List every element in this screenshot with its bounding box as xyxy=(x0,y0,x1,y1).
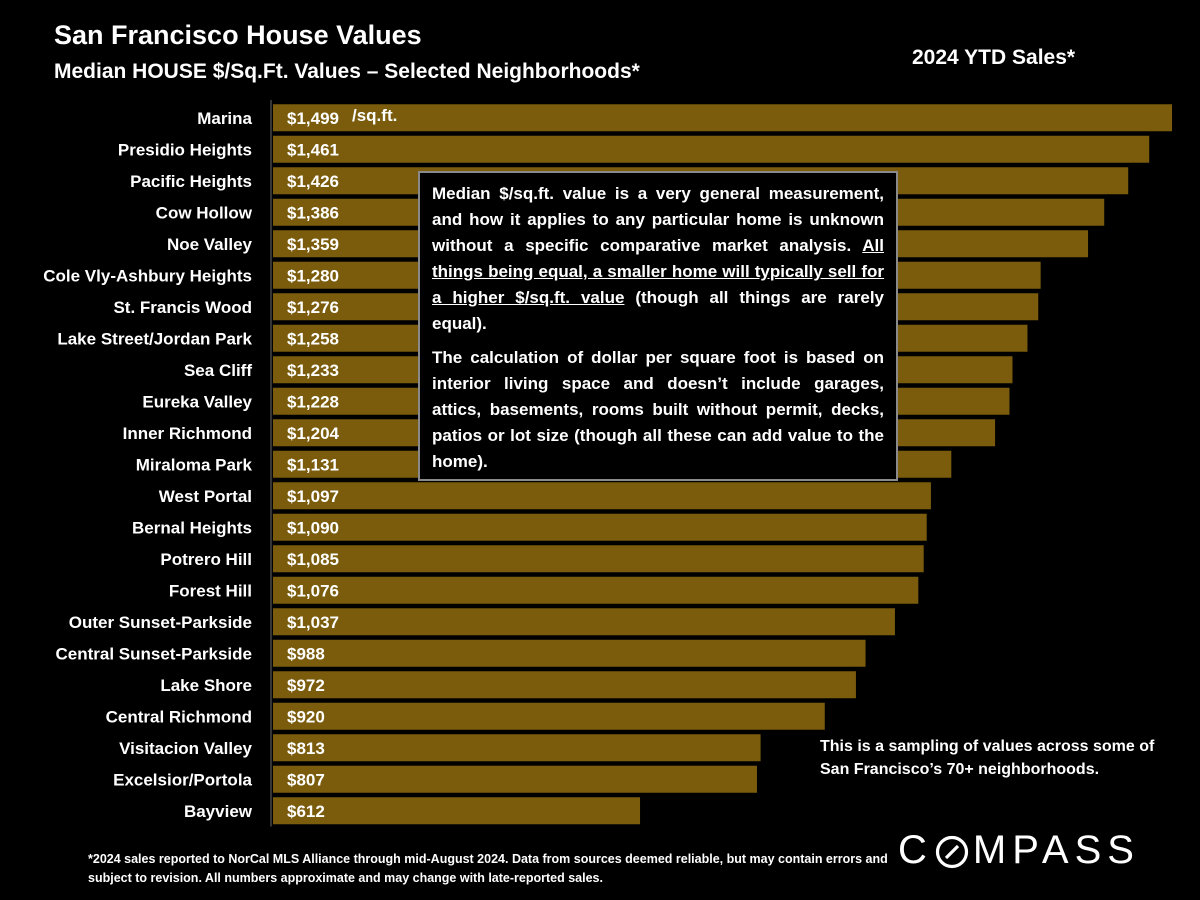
page-title: San Francisco House Values xyxy=(54,20,422,50)
logo-text-left: C xyxy=(898,828,933,872)
value-label: $1,090 xyxy=(287,518,339,537)
labels-layer: Marina $1,499/sq.ft. Presidio Heights $1,46… xyxy=(43,106,397,821)
value-label: $920 xyxy=(287,707,325,726)
bar xyxy=(273,513,927,541)
bar xyxy=(273,545,924,573)
category-label: Lake Shore xyxy=(160,676,252,695)
category-label: Central Richmond xyxy=(106,707,252,726)
bar xyxy=(273,482,931,510)
note-p1-text-a: Median $/sq.ft. value is a very general … xyxy=(432,184,884,255)
value-label: $1,131 xyxy=(287,455,339,474)
bar xyxy=(273,639,866,667)
category-label: Cole Vly-Ashbury Heights xyxy=(43,266,252,285)
category-label: Forest Hill xyxy=(169,581,252,600)
category-label: Bernal Heights xyxy=(132,518,252,537)
bar xyxy=(273,671,856,699)
value-label: $1,085 xyxy=(287,550,339,569)
note-p1-underlined: All things being equal, a smaller home w… xyxy=(432,236,884,307)
value-label: $1,037 xyxy=(287,613,339,632)
category-label: Miraloma Park xyxy=(136,455,253,474)
category-label: Visitacion Valley xyxy=(119,739,252,758)
value-label: $988 xyxy=(287,644,325,663)
category-label: Excelsior/Portola xyxy=(113,770,252,789)
compass-o-icon xyxy=(935,834,969,868)
value-label: $813 xyxy=(287,739,325,758)
value-label: $1,228 xyxy=(287,392,339,411)
category-label: Pacific Heights xyxy=(130,172,252,191)
disclaimer-note-box: Median $/sq.ft. value is a very general … xyxy=(418,171,898,481)
compass-logo: C MPASS xyxy=(898,828,1140,873)
bar xyxy=(273,734,761,762)
bar xyxy=(273,576,919,604)
value-label: $1,386 xyxy=(287,203,339,222)
value-label: $612 xyxy=(287,802,325,821)
note-p1-text-b: (though all things are rarely equal). xyxy=(432,288,884,333)
value-label: $1,280 xyxy=(287,266,339,285)
bar xyxy=(273,797,641,825)
sampling-note: This is a sampling of values across some… xyxy=(820,738,1155,778)
value-label: $1,097 xyxy=(287,487,339,506)
footnote: *2024 sales reported to NorCal MLS Allia… xyxy=(88,852,888,885)
bar xyxy=(273,765,757,793)
bar xyxy=(273,702,825,730)
category-label: Bayview xyxy=(184,802,253,821)
category-label: Central Sunset-Parkside xyxy=(55,644,252,663)
category-label: Outer Sunset-Parkside xyxy=(69,613,252,632)
category-label: St. Francis Wood xyxy=(113,298,252,317)
category-label: Noe Valley xyxy=(167,235,253,254)
value-label: $1,426 xyxy=(287,172,339,191)
value-label: $1,076 xyxy=(287,581,339,600)
page-subtitle: Median HOUSE $/Sq.Ft. Values – Selected … xyxy=(54,60,640,83)
value-label: $807 xyxy=(287,770,325,789)
bar xyxy=(273,608,895,636)
unit-label: /sq.ft. xyxy=(352,106,397,125)
category-label: Cow Hollow xyxy=(156,203,253,222)
category-label: Presidio Heights xyxy=(118,140,252,159)
category-label: Sea Cliff xyxy=(184,361,252,380)
note-paragraph-1: Median $/sq.ft. value is a very general … xyxy=(432,181,884,337)
value-label: $972 xyxy=(287,676,325,695)
category-label: Inner Richmond xyxy=(123,424,252,443)
value-label: $1,233 xyxy=(287,361,339,380)
period-label: 2024 YTD Sales* xyxy=(912,46,1076,69)
value-label: $1,276 xyxy=(287,298,339,317)
bar xyxy=(273,135,1150,163)
category-label: Marina xyxy=(197,109,252,128)
value-label: $1,204 xyxy=(287,424,340,443)
category-label: Potrero Hill xyxy=(160,550,252,569)
category-label: Lake Street/Jordan Park xyxy=(57,329,252,348)
category-label: West Portal xyxy=(159,487,252,506)
category-label: Eureka Valley xyxy=(142,392,252,411)
value-label: $1,499 xyxy=(287,109,339,128)
value-label: $1,461 xyxy=(287,140,339,159)
note-paragraph-2: The calculation of dollar per square foo… xyxy=(432,348,884,471)
logo-text-right: MPASS xyxy=(972,828,1140,872)
value-label: $1,359 xyxy=(287,235,339,254)
bar xyxy=(273,104,1172,132)
value-label: $1,258 xyxy=(287,329,339,348)
